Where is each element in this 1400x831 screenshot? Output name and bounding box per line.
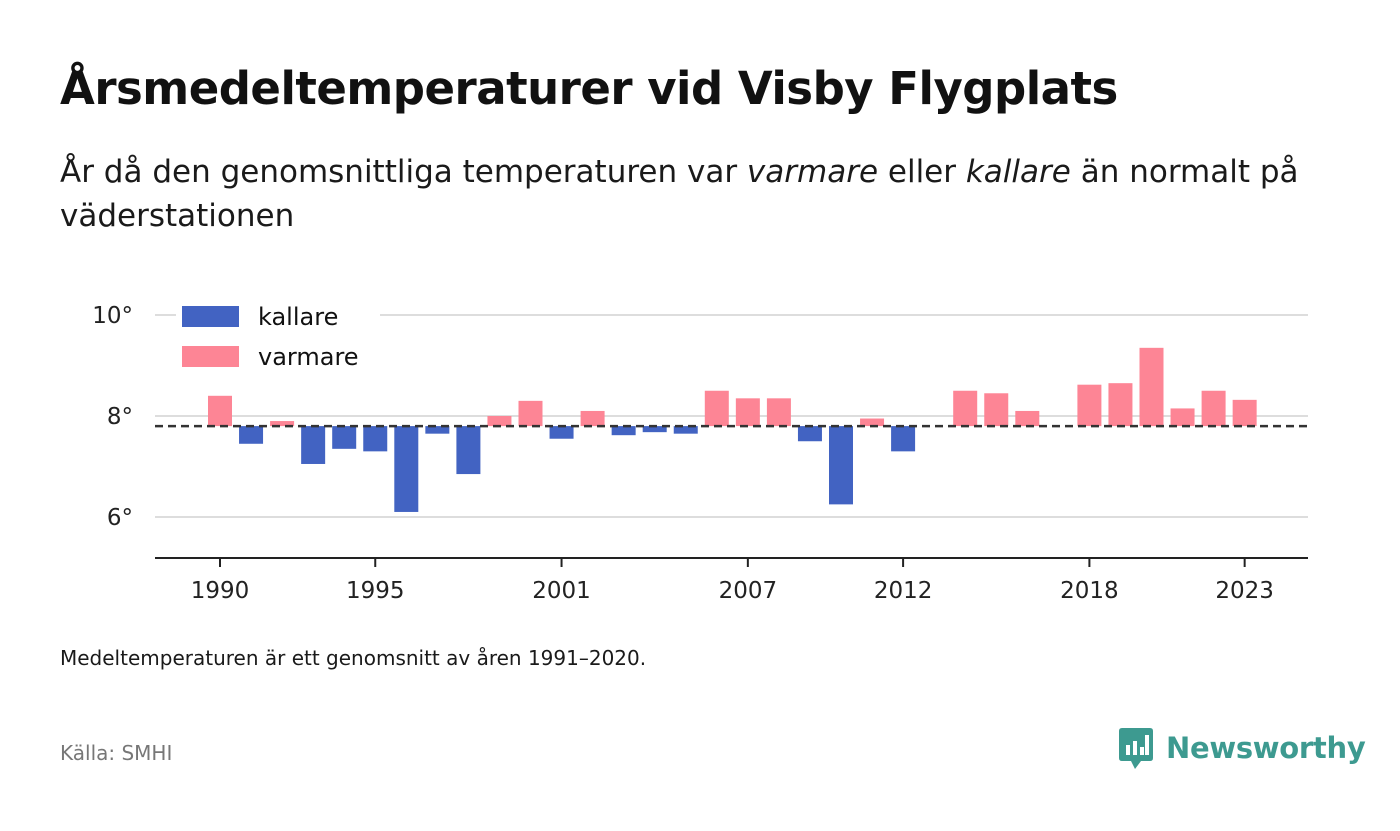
subtitle-text: än normalt på väderstationen: [60, 154, 1299, 234]
bar-1993: [301, 426, 326, 464]
bar-2002: [580, 410, 605, 427]
bar-2019: [1108, 383, 1133, 427]
bar-1991: [239, 426, 264, 444]
bar-2004: [642, 426, 667, 433]
x-tick-label: 2023: [1215, 578, 1274, 604]
bar-2022: [1201, 390, 1226, 427]
bar-2021: [1170, 408, 1195, 427]
x-tick-label: 2007: [719, 578, 778, 604]
bar-2005: [673, 426, 698, 434]
y-tick-label: 8°: [107, 404, 133, 430]
bar-2012: [891, 426, 916, 452]
bars: [208, 347, 1257, 512]
legend: kallare varmare: [176, 298, 380, 383]
bar-1994: [332, 426, 357, 449]
bar-1998: [456, 426, 481, 475]
bar-1996: [394, 426, 419, 512]
newsworthy-logo[interactable]: Newsworthy: [1118, 726, 1366, 770]
legend-swatch-kallare: [182, 306, 239, 327]
y-axis-ticks: 6° 8° 10°: [92, 303, 133, 531]
legend-swatch-varmare: [182, 346, 239, 367]
bar-2023: [1232, 399, 1257, 427]
x-tick-label: 2012: [874, 578, 933, 604]
legend-label-kallare: kallare: [258, 303, 338, 331]
subtitle-text: eller: [878, 154, 966, 190]
x-tick-label: 1995: [346, 578, 405, 604]
bar-1995: [363, 426, 388, 452]
y-tick-label: 10°: [92, 303, 133, 329]
bar-2016: [1015, 410, 1040, 427]
bar-2000: [518, 400, 543, 427]
legend-label-varmare: varmare: [258, 343, 359, 371]
bar-2014: [953, 390, 978, 427]
bar-1990: [208, 395, 232, 427]
x-tick-label: 2001: [532, 578, 591, 604]
x-tick-label: 1990: [191, 578, 250, 604]
subtitle-emphasis-colder: kallare: [965, 154, 1071, 190]
bar-1992: [270, 421, 295, 427]
bar-1999: [487, 416, 512, 427]
bar-2003: [611, 426, 636, 436]
x-tick-label: 2018: [1060, 578, 1119, 604]
bar-2001: [549, 426, 574, 439]
bar-2006: [704, 390, 729, 427]
x-axis-ticks: 1990 1995 2001 2007 2012 2018 2023: [191, 558, 1274, 604]
bar-2009: [797, 426, 822, 442]
y-tick-label: 6°: [107, 505, 133, 531]
subtitle-text: År då den genomsnittliga temperaturen va…: [60, 154, 747, 190]
newsworthy-logo-icon: [1119, 728, 1153, 769]
bar-2018: [1077, 384, 1102, 427]
footnote: Medeltemperaturen är ett genomsnitt av å…: [60, 646, 647, 670]
bar-1997: [425, 426, 450, 434]
chart-title: Årsmedeltemperaturer vid Visby Flygplats: [60, 62, 1118, 115]
chart-subtitle: År då den genomsnittliga temperaturen va…: [60, 150, 1340, 238]
bar-2020: [1139, 347, 1164, 427]
bar-2015: [984, 393, 1009, 427]
bar-2010: [829, 426, 853, 505]
bar-2007: [735, 398, 760, 427]
subtitle-emphasis-warmer: varmare: [746, 154, 879, 190]
brand-name: Newsworthy: [1166, 731, 1366, 765]
bar-2008: [766, 398, 791, 427]
source-credit: Källa: SMHI: [60, 741, 173, 765]
bar-2011: [860, 418, 885, 427]
